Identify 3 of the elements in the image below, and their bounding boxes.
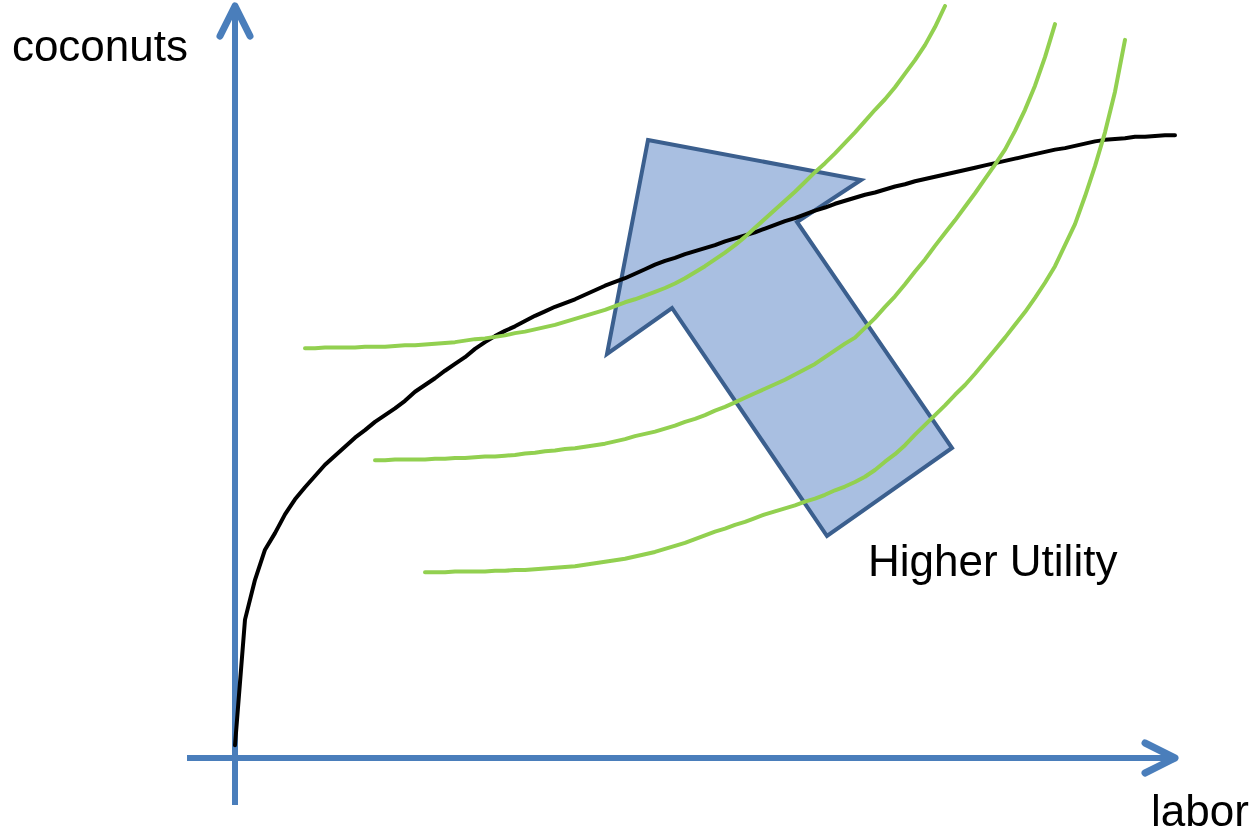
y-axis-title: coconuts xyxy=(11,20,188,70)
annotation: Higher Utility xyxy=(868,535,1118,585)
x-axis-title: labor xyxy=(1151,785,1249,835)
